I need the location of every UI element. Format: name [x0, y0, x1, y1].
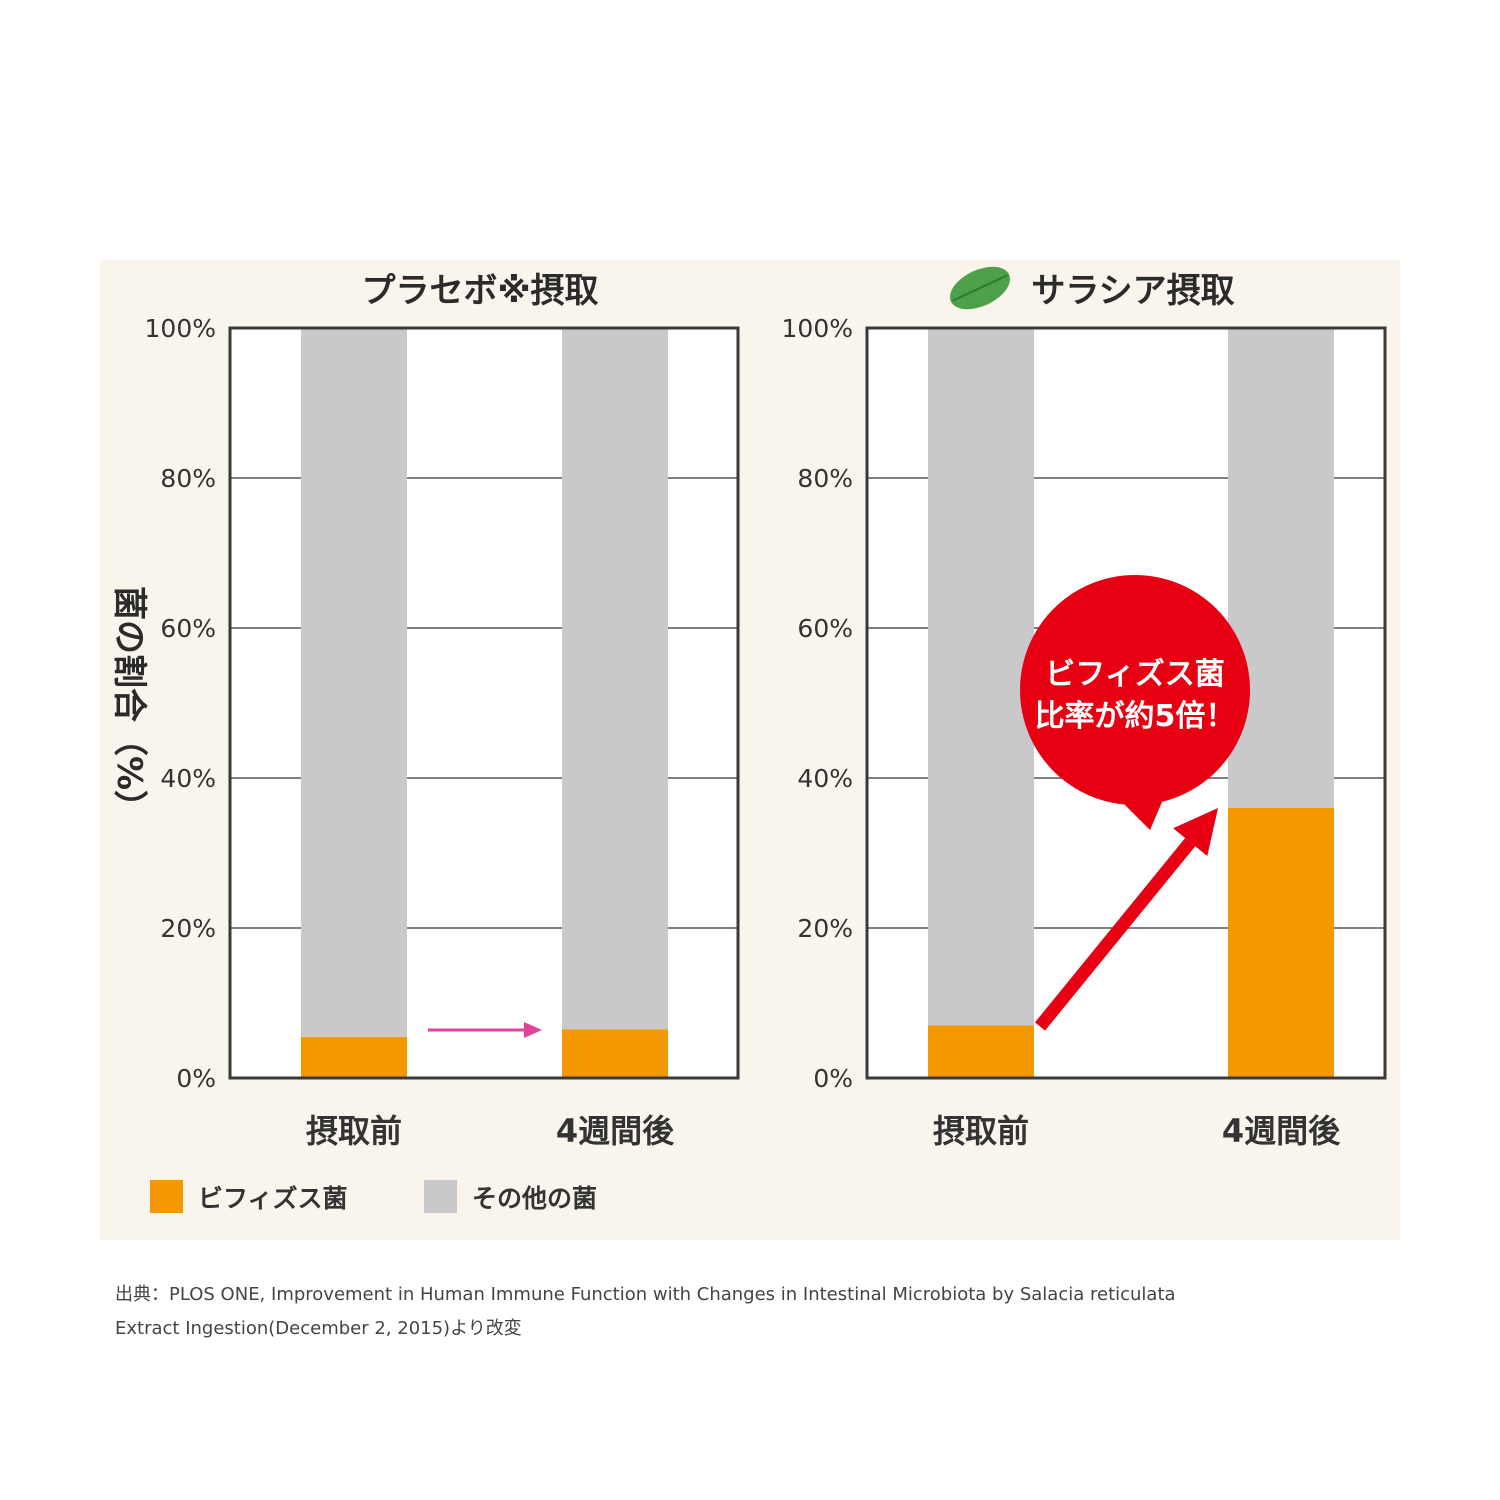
source-line-1: 出典：PLOS ONE, Improvement in Human Immune… — [115, 1284, 1176, 1305]
increase-arrow-line — [1034, 838, 1196, 1031]
source-line-2: Extract Ingestion(December 2, 2015)より改変 — [115, 1318, 522, 1339]
callout-text: 比率が約5倍！ — [1035, 699, 1236, 734]
legend-label: その他の菌 — [472, 1184, 597, 1213]
leaf-vein — [952, 274, 1008, 302]
source-citation: 出典：PLOS ONE, Improvement in Human Immune… — [115, 1278, 1415, 1346]
increase-arrow-head — [1173, 808, 1218, 857]
bar-bifidobacteria — [562, 1029, 668, 1078]
y-tick-label: 60% — [797, 614, 853, 643]
y-tick-label: 80% — [160, 464, 216, 493]
bar-bifidobacteria — [928, 1025, 1034, 1078]
x-category-label: 摂取前 — [933, 1112, 1029, 1150]
panel-title: プラセボ※摂取 — [361, 271, 598, 311]
trend-arrow-head — [524, 1022, 542, 1038]
chart-panel-2: 0% 20% 40% 60% 80% 100% 摂取前 4週間後 サラシア摂取ビフィズス菌比率が… — [782, 266, 1387, 1150]
bar-bifidobacteria — [301, 1036, 407, 1078]
y-tick-label: 100% — [782, 314, 853, 343]
y-tick-label: 100% — [145, 314, 216, 343]
bar-other-bacteria — [928, 328, 1034, 1026]
legend-swatch — [424, 1180, 457, 1213]
panel-title: サラシア摂取 — [1031, 271, 1234, 311]
legend-label: ビフィズス菌 — [198, 1184, 348, 1213]
y-tick-label: 40% — [160, 764, 216, 793]
callout-text: ビフィズス菌 — [1045, 657, 1224, 692]
x-category-label: 摂取前 — [306, 1112, 402, 1150]
bar-other-bacteria — [562, 328, 668, 1030]
bar-other-bacteria — [1228, 328, 1334, 808]
legend-swatch — [150, 1180, 183, 1213]
x-category-label: 4週間後 — [1222, 1112, 1341, 1150]
y-tick-label: 0% — [176, 1064, 216, 1093]
plot-frame — [865, 326, 1387, 1080]
y-axis-label: 菌の割合（%） — [109, 586, 149, 824]
y-tick-label: 40% — [797, 764, 853, 793]
x-category-label: 4週間後 — [556, 1112, 675, 1150]
bar-bifidobacteria — [1228, 808, 1334, 1078]
bar-other-bacteria — [301, 328, 407, 1037]
y-tick-label: 20% — [797, 914, 853, 943]
plot-frame — [228, 326, 740, 1080]
leaf-icon — [950, 266, 1010, 310]
callout-bubble — [1020, 575, 1250, 805]
y-tick-label: 80% — [797, 464, 853, 493]
y-tick-label: 0% — [813, 1064, 853, 1093]
callout-tail — [1115, 795, 1165, 830]
y-tick-label: 60% — [160, 614, 216, 643]
y-tick-label: 20% — [160, 914, 216, 943]
